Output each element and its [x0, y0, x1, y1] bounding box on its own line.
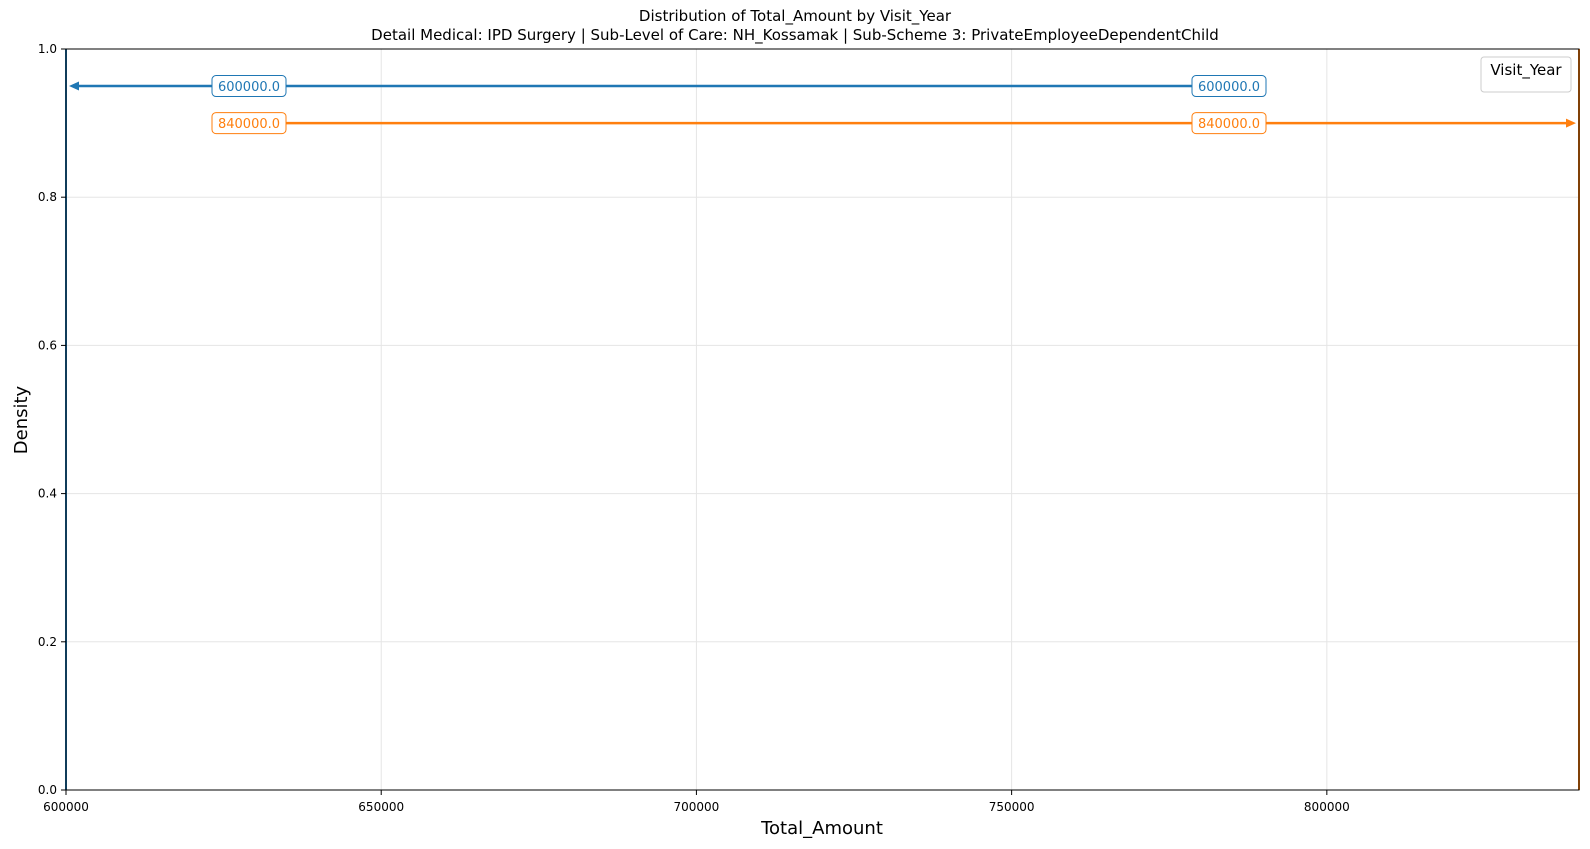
- annotation-box: [1191, 112, 1267, 135]
- plot-frame: [65, 48, 1580, 791]
- y-tick-label: 0.8: [38, 190, 57, 204]
- x-tick-label: 700000: [674, 800, 720, 814]
- marker-label: 600000.0: [1198, 80, 1260, 95]
- y-tick-label: 0.2: [38, 635, 57, 649]
- marker-label: 840000.0: [218, 117, 280, 132]
- legend: Visit_Year: [1480, 56, 1572, 93]
- x-tick-label: 800000: [1304, 800, 1350, 814]
- annotation-arrowhead: [1566, 118, 1576, 128]
- annotations: 600000.0 600000.0 840000.0 840000.0: [69, 75, 1576, 135]
- grid: [65, 48, 1579, 791]
- y-tick-label: 0.0: [38, 783, 57, 797]
- x-axis: 600000 650000 700000 750000 800000: [43, 790, 1350, 814]
- x-tick-label: 650000: [358, 800, 404, 814]
- series-layer: [65, 49, 1580, 790]
- x-tick-label: 750000: [989, 800, 1035, 814]
- y-tick-label: 0.4: [38, 487, 57, 501]
- chart-subtitle: Detail Medical: IPD Surgery | Sub-Level …: [371, 26, 1219, 45]
- marker-label-box: [211, 112, 287, 135]
- annotation-label: 840000.0: [1198, 117, 1260, 132]
- marker-label-box: [1191, 75, 1267, 98]
- y-axis-label: Density: [11, 385, 32, 454]
- annotation-arrowhead: [69, 81, 79, 91]
- annotation-label: 600000.0: [218, 80, 280, 95]
- legend-box: [1480, 56, 1572, 93]
- y-tick-label: 1.0: [38, 42, 57, 56]
- x-tick-label: 600000: [43, 800, 89, 814]
- legend-title: Visit_Year: [1490, 61, 1562, 80]
- chart-title: Distribution of Total_Amount by Visit_Ye…: [639, 7, 952, 26]
- y-tick-label: 0.6: [38, 338, 57, 352]
- y-axis: 0.0 0.2 0.4 0.6 0.8 1.0: [38, 42, 66, 797]
- annotation-box: [211, 75, 287, 98]
- x-axis-label: Total_Amount: [760, 818, 883, 839]
